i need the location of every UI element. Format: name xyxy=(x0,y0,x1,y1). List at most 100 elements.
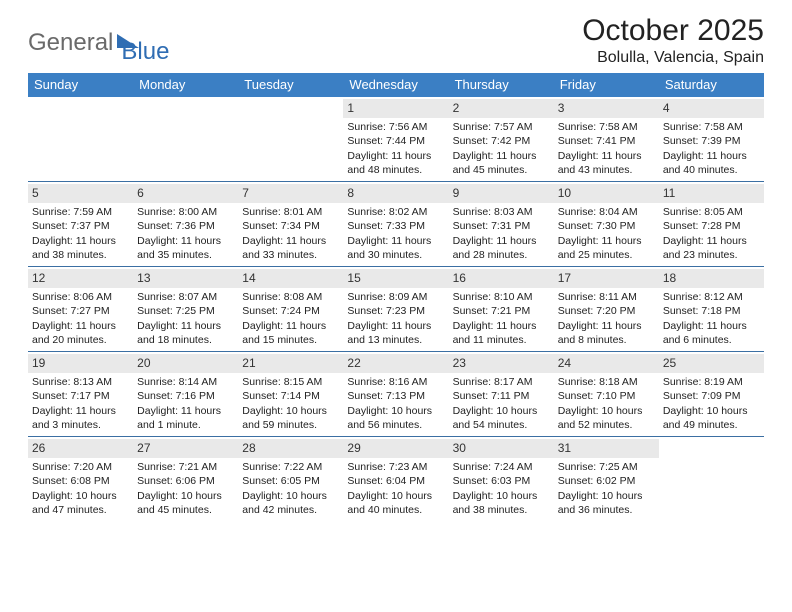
sunrise-line: Sunrise: 7:56 AM xyxy=(347,120,444,134)
sunset-line: Sunset: 7:16 PM xyxy=(137,389,234,403)
sunset-line: Sunset: 7:25 PM xyxy=(137,304,234,318)
calendar-cell: 22Sunrise: 8:16 AMSunset: 7:13 PMDayligh… xyxy=(343,352,448,436)
sunrise-line: Sunrise: 8:15 AM xyxy=(242,375,339,389)
day-number: 6 xyxy=(133,184,238,203)
calendar-cell: 16Sunrise: 8:10 AMSunset: 7:21 PMDayligh… xyxy=(449,267,554,351)
day-number: 26 xyxy=(28,439,133,458)
daylight-line: Daylight: 11 hours and 33 minutes. xyxy=(242,234,339,262)
sunset-line: Sunset: 7:18 PM xyxy=(663,304,760,318)
day-number: 28 xyxy=(238,439,343,458)
sunset-line: Sunset: 6:08 PM xyxy=(32,474,129,488)
daylight-line: Daylight: 11 hours and 45 minutes. xyxy=(453,149,550,177)
calendar-cell-empty xyxy=(238,97,343,181)
day-number: 31 xyxy=(554,439,659,458)
daylight-line: Daylight: 11 hours and 30 minutes. xyxy=(347,234,444,262)
page-header: General Blue October 2025 Bolulla, Valen… xyxy=(28,14,764,67)
daylight-line: Daylight: 11 hours and 18 minutes. xyxy=(137,319,234,347)
day-number: 27 xyxy=(133,439,238,458)
calendar-cell: 17Sunrise: 8:11 AMSunset: 7:20 PMDayligh… xyxy=(554,267,659,351)
sunset-line: Sunset: 7:14 PM xyxy=(242,389,339,403)
calendar-page: General Blue October 2025 Bolulla, Valen… xyxy=(0,0,792,612)
sunrise-line: Sunrise: 7:58 AM xyxy=(663,120,760,134)
calendar-cell: 11Sunrise: 8:05 AMSunset: 7:28 PMDayligh… xyxy=(659,182,764,266)
day-number: 8 xyxy=(343,184,448,203)
sunrise-line: Sunrise: 7:57 AM xyxy=(453,120,550,134)
day-number: 29 xyxy=(343,439,448,458)
daylight-line: Daylight: 11 hours and 35 minutes. xyxy=(137,234,234,262)
calendar-cell: 19Sunrise: 8:13 AMSunset: 7:17 PMDayligh… xyxy=(28,352,133,436)
day-number: 18 xyxy=(659,269,764,288)
daylight-line: Daylight: 11 hours and 8 minutes. xyxy=(558,319,655,347)
weekday-header: Thursday xyxy=(449,73,554,97)
calendar-cell: 23Sunrise: 8:17 AMSunset: 7:11 PMDayligh… xyxy=(449,352,554,436)
daylight-line: Daylight: 11 hours and 13 minutes. xyxy=(347,319,444,347)
day-number: 2 xyxy=(449,99,554,118)
sunset-line: Sunset: 7:34 PM xyxy=(242,219,339,233)
sunrise-line: Sunrise: 7:24 AM xyxy=(453,460,550,474)
calendar-week-row: 26Sunrise: 7:20 AMSunset: 6:08 PMDayligh… xyxy=(28,437,764,521)
daylight-line: Daylight: 11 hours and 11 minutes. xyxy=(453,319,550,347)
calendar-cell: 29Sunrise: 7:23 AMSunset: 6:04 PMDayligh… xyxy=(343,437,448,521)
sunset-line: Sunset: 7:23 PM xyxy=(347,304,444,318)
daylight-line: Daylight: 11 hours and 6 minutes. xyxy=(663,319,760,347)
weekday-header: Wednesday xyxy=(343,73,448,97)
calendar-cell: 25Sunrise: 8:19 AMSunset: 7:09 PMDayligh… xyxy=(659,352,764,436)
daylight-line: Daylight: 11 hours and 25 minutes. xyxy=(558,234,655,262)
sunrise-line: Sunrise: 7:22 AM xyxy=(242,460,339,474)
calendar-cell: 5Sunrise: 7:59 AMSunset: 7:37 PMDaylight… xyxy=(28,182,133,266)
calendar-cell: 2 Sunrise: 7:57 AMSunset: 7:42 PMDaylight… xyxy=(449,97,554,181)
day-number: 30 xyxy=(449,439,554,458)
daylight-line: Daylight: 10 hours and 52 minutes. xyxy=(558,404,655,432)
calendar-cell: 9Sunrise: 8:03 AMSunset: 7:31 PMDaylight… xyxy=(449,182,554,266)
daylight-line: Daylight: 11 hours and 1 minute. xyxy=(137,404,234,432)
day-number: 22 xyxy=(343,354,448,373)
daylight-line: Daylight: 10 hours and 38 minutes. xyxy=(453,489,550,517)
calendar-cell-empty xyxy=(28,97,133,181)
day-number: 14 xyxy=(238,269,343,288)
sunrise-line: Sunrise: 7:23 AM xyxy=(347,460,444,474)
sunset-line: Sunset: 7:27 PM xyxy=(32,304,129,318)
sunrise-line: Sunrise: 7:21 AM xyxy=(137,460,234,474)
day-number: 12 xyxy=(28,269,133,288)
sunrise-line: Sunrise: 8:18 AM xyxy=(558,375,655,389)
day-number: 9 xyxy=(449,184,554,203)
calendar-cell: 18Sunrise: 8:12 AMSunset: 7:18 PMDayligh… xyxy=(659,267,764,351)
calendar-cell: 14Sunrise: 8:08 AMSunset: 7:24 PMDayligh… xyxy=(238,267,343,351)
calendar-cell: 24Sunrise: 8:18 AMSunset: 7:10 PMDayligh… xyxy=(554,352,659,436)
weekday-header: Tuesday xyxy=(238,73,343,97)
daylight-line: Daylight: 10 hours and 42 minutes. xyxy=(242,489,339,517)
calendar-cell: 31Sunrise: 7:25 AMSunset: 6:02 PMDayligh… xyxy=(554,437,659,521)
sunrise-line: Sunrise: 8:17 AM xyxy=(453,375,550,389)
sunrise-line: Sunrise: 8:02 AM xyxy=(347,205,444,219)
sunset-line: Sunset: 7:11 PM xyxy=(453,389,550,403)
calendar-cell: 7Sunrise: 8:01 AMSunset: 7:34 PMDaylight… xyxy=(238,182,343,266)
day-number: 23 xyxy=(449,354,554,373)
sunrise-line: Sunrise: 8:13 AM xyxy=(32,375,129,389)
calendar: Sunday Monday Tuesday Wednesday Thursday… xyxy=(28,73,764,521)
title-block: October 2025 Bolulla, Valencia, Spain xyxy=(582,14,764,67)
sunset-line: Sunset: 7:41 PM xyxy=(558,134,655,148)
calendar-cell: 8Sunrise: 8:02 AMSunset: 7:33 PMDaylight… xyxy=(343,182,448,266)
sunrise-line: Sunrise: 8:06 AM xyxy=(32,290,129,304)
day-number: 20 xyxy=(133,354,238,373)
logo-text-general: General xyxy=(28,29,113,57)
calendar-cell: 4Sunrise: 7:58 AMSunset: 7:39 PMDaylight… xyxy=(659,97,764,181)
day-number: 16 xyxy=(449,269,554,288)
sunset-line: Sunset: 6:06 PM xyxy=(137,474,234,488)
calendar-cell: 1Sunrise: 7:56 AMSunset: 7:44 PMDaylight… xyxy=(343,97,448,181)
sunset-line: Sunset: 7:13 PM xyxy=(347,389,444,403)
sunrise-line: Sunrise: 7:25 AM xyxy=(558,460,655,474)
calendar-cell: 20Sunrise: 8:14 AMSunset: 7:16 PMDayligh… xyxy=(133,352,238,436)
sunset-line: Sunset: 7:10 PM xyxy=(558,389,655,403)
sunrise-line: Sunrise: 8:16 AM xyxy=(347,375,444,389)
sunset-line: Sunset: 7:44 PM xyxy=(347,134,444,148)
sunrise-line: Sunrise: 8:10 AM xyxy=(453,290,550,304)
weekday-header: Friday xyxy=(554,73,659,97)
day-number: 15 xyxy=(343,269,448,288)
weeks-container: 1Sunrise: 7:56 AMSunset: 7:44 PMDaylight… xyxy=(28,97,764,521)
sunset-line: Sunset: 7:42 PM xyxy=(453,134,550,148)
weekday-header: Monday xyxy=(133,73,238,97)
calendar-cell: 27Sunrise: 7:21 AMSunset: 6:06 PMDayligh… xyxy=(133,437,238,521)
sunrise-line: Sunrise: 8:19 AM xyxy=(663,375,760,389)
sunset-line: Sunset: 6:05 PM xyxy=(242,474,339,488)
